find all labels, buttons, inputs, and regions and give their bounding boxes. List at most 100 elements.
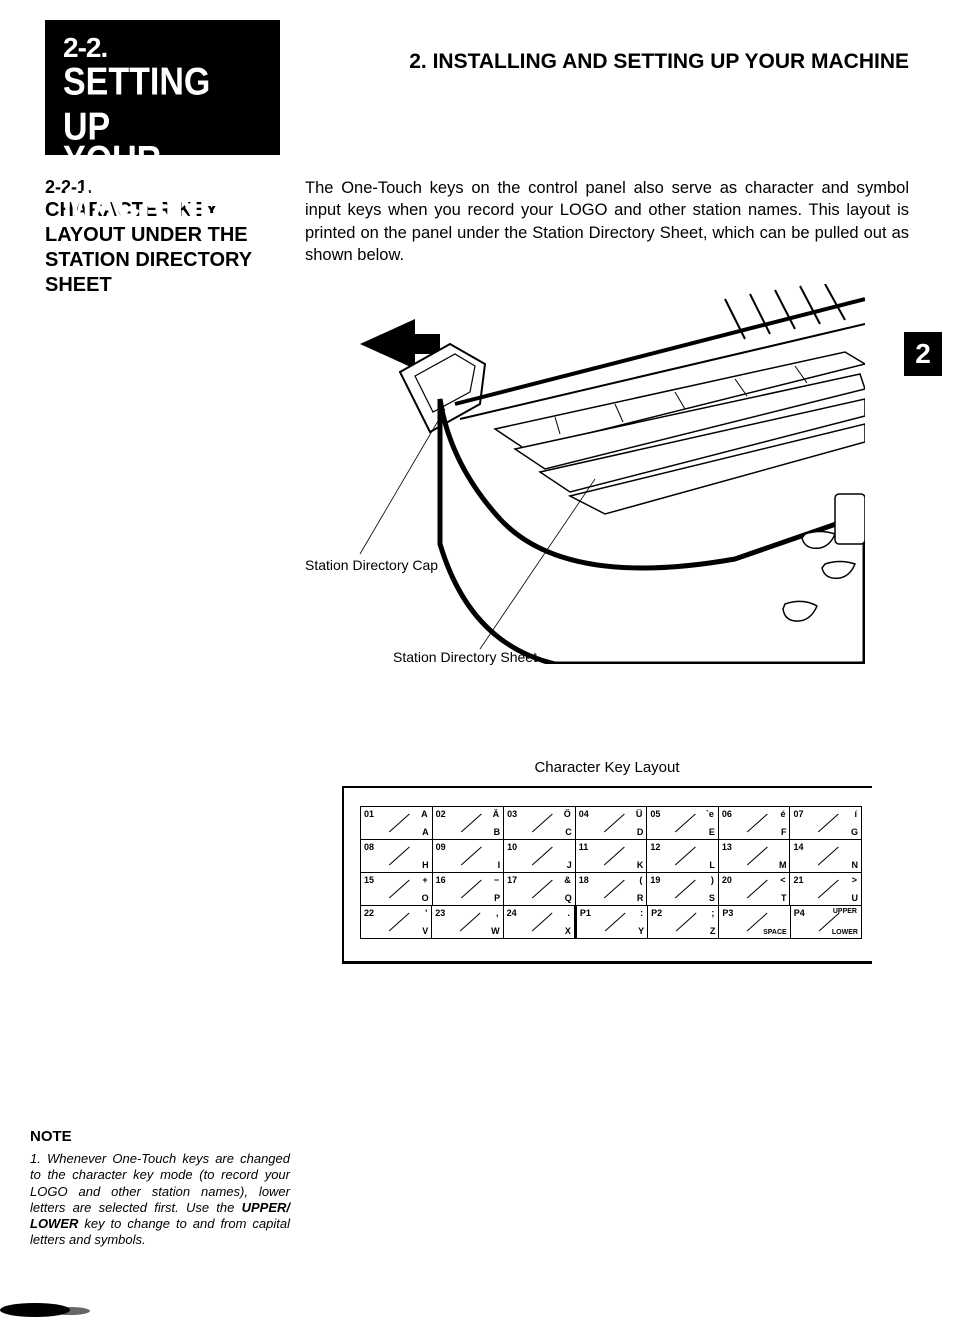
key-cell: 12 L (647, 840, 719, 872)
key-lower-char: E (709, 827, 715, 837)
key-upper-char: A (421, 809, 428, 819)
key-layout-panel: 01AA02ÄB03ÖC04ÜD05`eE06éF07íG08H09I10J11… (342, 786, 872, 964)
machine-diagram: Station Directory Cap Station Directory … (305, 284, 865, 664)
key-number: 19 (650, 875, 660, 885)
key-upper-char: ' (425, 908, 427, 918)
key-number: 15 (364, 875, 374, 885)
key-lower-char: H (422, 860, 429, 870)
key-cell: 17&Q (504, 873, 576, 905)
key-lower-char: SPACE (763, 929, 787, 936)
key-number: 11 (579, 842, 589, 852)
key-cell: P2;Z (648, 906, 719, 938)
key-lower-char: U (852, 893, 859, 903)
key-cell: 19)S (647, 873, 719, 905)
key-lower-char: LOWER (832, 929, 858, 936)
key-lower-char: P (494, 893, 500, 903)
section-title-line2: YOUR MACHINE (63, 138, 262, 228)
key-lower-char: B (494, 827, 501, 837)
key-number: P3 (722, 908, 733, 918)
key-upper-char: > (852, 875, 857, 885)
key-number: 16 (436, 875, 446, 885)
print-smudge (0, 1298, 100, 1318)
key-lower-char: J (567, 860, 572, 870)
key-upper-char: Ü (636, 809, 643, 819)
key-number: P2 (651, 908, 662, 918)
key-upper-char: `e (706, 809, 714, 819)
key-number: P1 (580, 908, 591, 918)
chapter-heading: 2. INSTALLING AND SETTING UP YOUR MACHIN… (409, 20, 909, 74)
note-heading: NOTE (30, 1128, 290, 1145)
key-upper-char: Ö (564, 809, 571, 819)
key-number: 22 (364, 908, 374, 918)
key-cell: 18(R (576, 873, 648, 905)
key-lower-char: T (781, 893, 787, 903)
key-upper-char: UPPER (833, 908, 857, 915)
callout-cap: Station Directory Cap (305, 557, 438, 573)
key-number: 02 (436, 809, 446, 819)
key-cell: 16−P (433, 873, 505, 905)
note-section: NOTE 1. Whenever One-Touch keys are chan… (30, 1128, 290, 1249)
key-row: 22'V23,W24.XP1:YP2;ZP3SPACEP4UPPERLOWER (361, 906, 861, 938)
key-cell: 11K (576, 840, 648, 872)
key-number: 08 (364, 842, 374, 852)
key-lower-char: L (709, 860, 715, 870)
key-cell: 10 J (504, 840, 576, 872)
note-body: 1. Whenever One-Touch keys are changed t… (30, 1151, 290, 1249)
key-cell: 22 ' V (361, 906, 432, 938)
key-number: 12 (650, 842, 660, 852)
key-upper-char: & (564, 875, 571, 885)
key-cell: P3 SPACE (719, 906, 790, 938)
key-cell: 05 `e E (647, 807, 719, 839)
key-number: 10 (507, 842, 517, 852)
key-cell: 09 I (433, 840, 505, 872)
key-upper-char: Ä (493, 809, 500, 819)
key-lower-char: W (491, 926, 500, 936)
key-number: 09 (436, 842, 446, 852)
key-cell: 23, W (432, 906, 503, 938)
key-cell: 13M (719, 840, 791, 872)
key-cell: P1: Y (577, 906, 648, 938)
key-number: 21 (793, 875, 803, 885)
key-lower-char: Y (638, 926, 644, 936)
key-upper-char: + (422, 875, 427, 885)
key-number: 03 (507, 809, 517, 819)
body-paragraph: The One-Touch keys on the control panel … (305, 177, 909, 266)
key-cell: 21 > U (790, 873, 861, 905)
key-lower-char: V (422, 926, 428, 936)
key-row: 08 H 09 I 10 J 11K12 L 13M14N (361, 840, 861, 873)
key-lower-char: R (637, 893, 644, 903)
key-upper-char: : (640, 908, 643, 918)
key-cell: P4UPPERLOWER (791, 906, 861, 938)
key-number: 20 (722, 875, 732, 885)
key-lower-char: D (637, 827, 644, 837)
key-cell: 14N (790, 840, 861, 872)
key-lower-char: G (851, 827, 858, 837)
key-number: 23 (435, 908, 445, 918)
page-tab: 2 (904, 332, 942, 376)
key-number: 17 (507, 875, 517, 885)
key-lower-char: I (498, 860, 501, 870)
key-cell: 24. X (504, 906, 577, 938)
key-cell: 15+O (361, 873, 433, 905)
key-number: 24 (507, 908, 517, 918)
key-number: 18 (579, 875, 589, 885)
key-upper-char: é (780, 809, 785, 819)
key-lower-char: N (852, 860, 859, 870)
key-number: 04 (579, 809, 589, 819)
key-upper-char: , (496, 908, 499, 918)
key-lower-char: C (565, 827, 572, 837)
key-upper-char: í (855, 809, 858, 819)
key-number: 05 (650, 809, 660, 819)
section-title-line1: SETTING UP (63, 60, 262, 150)
key-layout-title: Character Key Layout (305, 759, 909, 776)
key-row: 15+O16−P17&Q18(R19)S20<T21>U (361, 873, 861, 906)
key-upper-char: . (567, 908, 570, 918)
key-number: 01 (364, 809, 374, 819)
key-row: 01AA02ÄB03ÖC04ÜD05`eE06éF07íG (361, 807, 861, 840)
key-lower-char: Z (710, 926, 716, 936)
key-upper-char: ) (711, 875, 714, 885)
key-upper-char: < (780, 875, 785, 885)
key-cell: 03 ÖC (504, 807, 576, 839)
key-number: 06 (722, 809, 732, 819)
key-lower-char: X (565, 926, 571, 936)
